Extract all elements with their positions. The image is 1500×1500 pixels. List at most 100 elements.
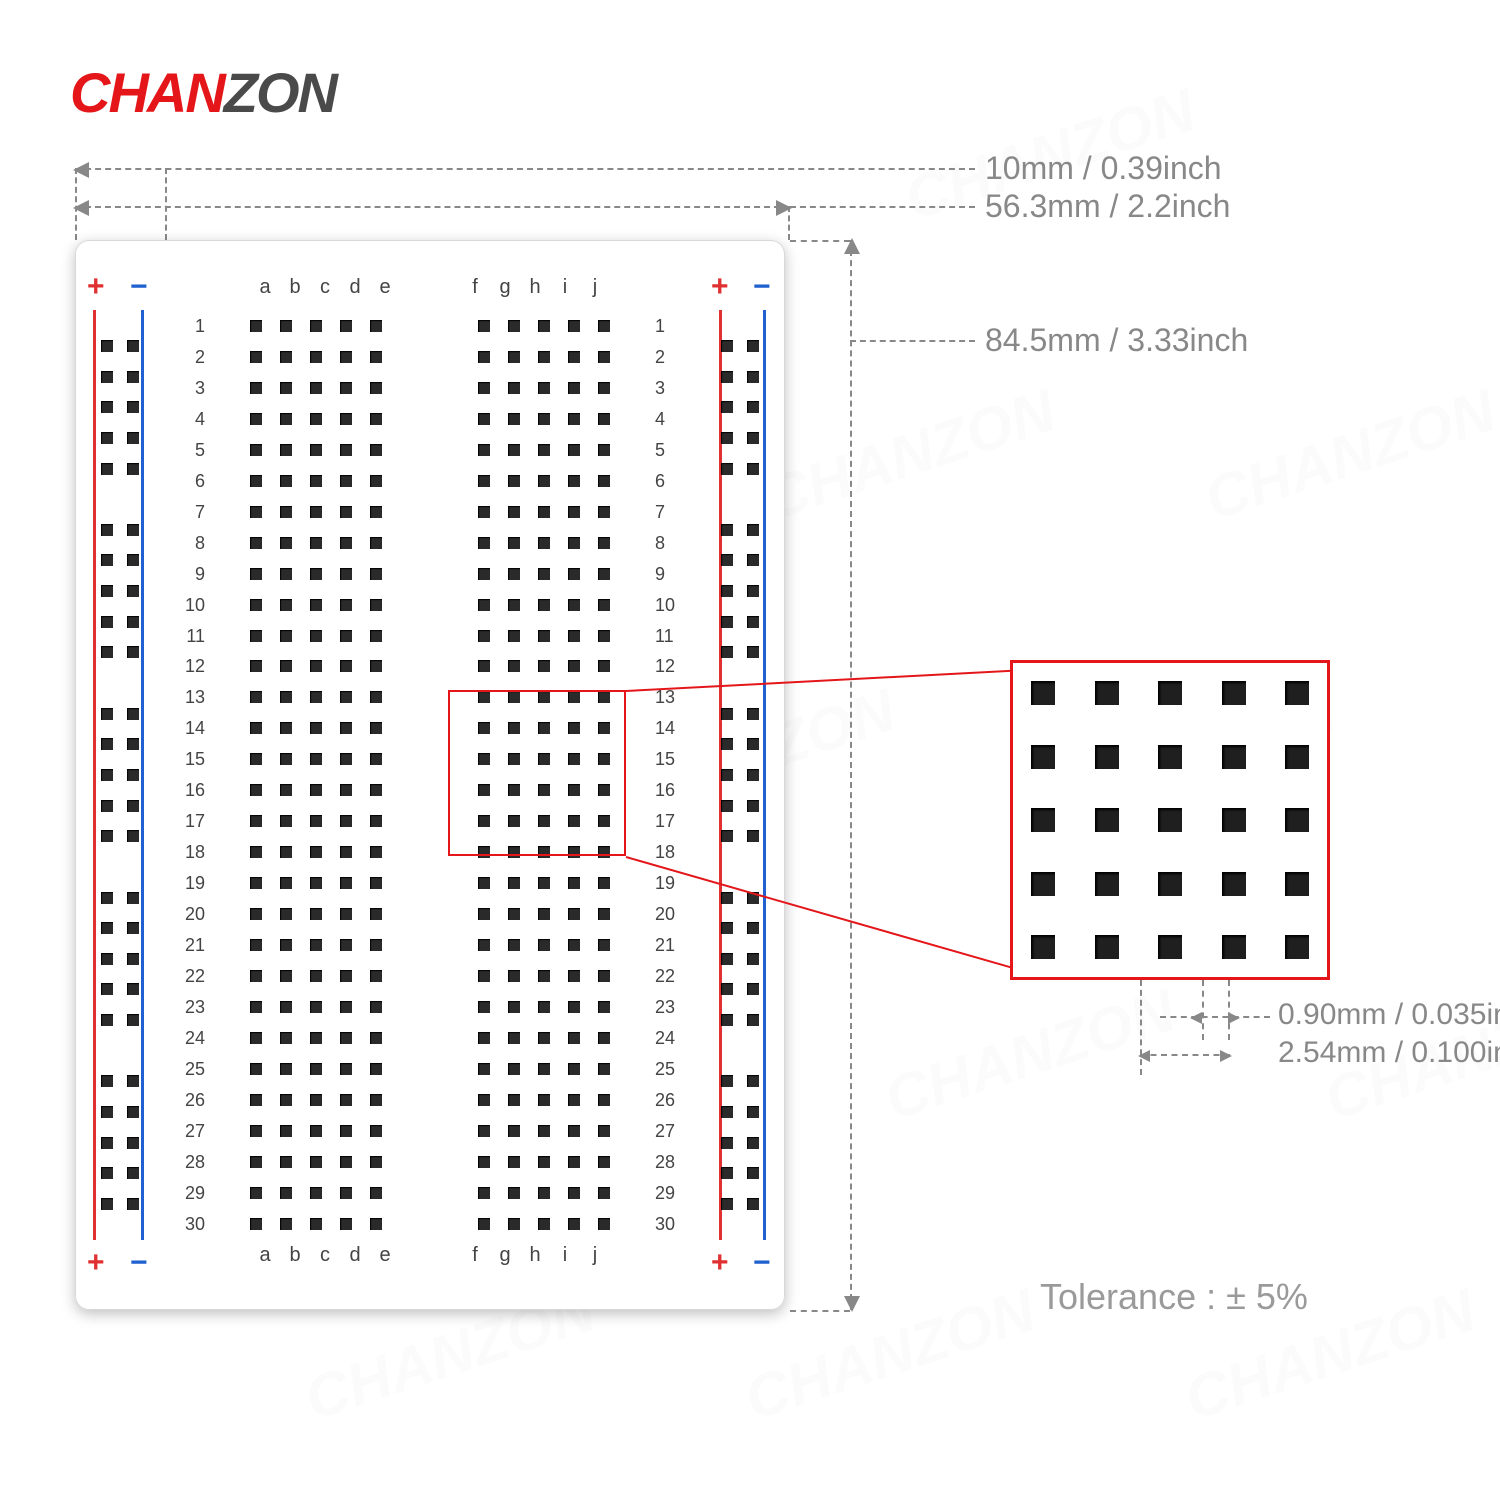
tie-point	[568, 877, 580, 889]
tie-point	[280, 1156, 292, 1168]
column-letter: h	[520, 1244, 550, 1274]
tie-point	[340, 1094, 352, 1106]
tie-point	[310, 722, 322, 734]
rail-tie-point	[101, 432, 113, 444]
tie-point	[538, 351, 550, 363]
tie-point	[370, 691, 382, 703]
tie-point	[568, 320, 580, 332]
tie-point	[340, 1001, 352, 1013]
tie-point	[568, 1156, 580, 1168]
column-letter: b	[280, 1244, 310, 1274]
tie-point	[598, 1063, 610, 1075]
tie-point	[370, 320, 382, 332]
zoom-tie-point	[1031, 681, 1055, 705]
tie-point	[478, 351, 490, 363]
dim-tick	[165, 168, 167, 240]
zoom-tie-point	[1158, 808, 1182, 832]
zoom-tie-point	[1285, 935, 1309, 959]
rail-tie-point	[747, 738, 759, 750]
column-letter: a	[250, 1244, 280, 1274]
rail-tie-point	[127, 922, 139, 934]
tie-point	[598, 908, 610, 920]
zoom-tie-point	[1285, 745, 1309, 769]
tie-point	[280, 660, 292, 672]
tie-point	[250, 846, 262, 858]
tie-point	[250, 784, 262, 796]
rail-plus-icon: +	[711, 1248, 729, 1278]
tie-point	[508, 506, 520, 518]
tie-point	[478, 413, 490, 425]
rail-tie-point	[127, 463, 139, 475]
tie-point	[340, 846, 352, 858]
tie-point	[598, 351, 610, 363]
tie-point	[370, 970, 382, 982]
tie-point	[250, 413, 262, 425]
tie-point	[250, 1001, 262, 1013]
tie-point	[508, 1032, 520, 1044]
brand-prefix: CHAN	[70, 61, 224, 124]
tie-point	[478, 1032, 490, 1044]
tie-point	[340, 1063, 352, 1075]
column-letter: a	[250, 276, 280, 306]
row-number: 28	[655, 1156, 687, 1168]
tie-point	[598, 320, 610, 332]
tie-point	[568, 1187, 580, 1199]
row-number: 9	[655, 568, 687, 580]
watermark: CHANZON	[1197, 375, 1500, 533]
tie-point	[250, 444, 262, 456]
column-letters-top: abcdefghij	[165, 276, 695, 306]
tie-point	[508, 1156, 520, 1168]
tie-point	[538, 1063, 550, 1075]
tie-point	[478, 1094, 490, 1106]
tie-point	[508, 475, 520, 487]
tie-point	[280, 1218, 292, 1230]
tie-point	[340, 568, 352, 580]
row-number: 16	[173, 784, 205, 796]
rail-tie-point	[721, 554, 733, 566]
rail-tie-point	[127, 1014, 139, 1026]
rail-tie-point	[721, 1075, 733, 1087]
rail-tie-point	[747, 769, 759, 781]
rail-tie-point	[747, 524, 759, 536]
row-number: 23	[655, 1001, 687, 1013]
dim-tick	[1202, 980, 1204, 1040]
tie-point	[478, 506, 490, 518]
dim-hole-label: 0.90mm / 0.035inch	[1278, 998, 1500, 1032]
tie-point	[280, 970, 292, 982]
tie-point	[568, 970, 580, 982]
tie-point	[280, 320, 292, 332]
tie-point	[310, 630, 322, 642]
rail-tie-point	[127, 1106, 139, 1118]
tie-point	[370, 506, 382, 518]
rail-tie-point	[747, 1014, 759, 1026]
tie-point	[568, 630, 580, 642]
tie-point	[508, 1125, 520, 1137]
tie-point	[478, 568, 490, 580]
power-rail-right: + − + −	[695, 240, 785, 1310]
rail-tie-point	[101, 371, 113, 383]
tie-point	[568, 351, 580, 363]
rail-tie-point	[101, 800, 113, 812]
rail-tie-point	[127, 340, 139, 352]
rail-tie-point	[127, 401, 139, 413]
tie-point	[250, 908, 262, 920]
row-number: 26	[173, 1094, 205, 1106]
row-number: 20	[655, 908, 687, 920]
rail-tie-point	[747, 800, 759, 812]
tie-point	[280, 382, 292, 394]
rail-tie-point	[747, 1106, 759, 1118]
rail-tie-point	[127, 554, 139, 566]
tie-point	[538, 1001, 550, 1013]
tie-point	[370, 1063, 382, 1075]
zoom-tie-point	[1222, 872, 1246, 896]
tie-point	[538, 908, 550, 920]
tie-point	[598, 1125, 610, 1137]
rail-tie-point	[721, 1198, 733, 1210]
tie-point	[508, 1001, 520, 1013]
tie-point	[370, 1094, 382, 1106]
tie-point	[340, 660, 352, 672]
rail-minus-line	[763, 310, 766, 1240]
rail-tie-point	[127, 524, 139, 536]
row-number: 12	[173, 660, 205, 672]
tie-point	[310, 877, 322, 889]
